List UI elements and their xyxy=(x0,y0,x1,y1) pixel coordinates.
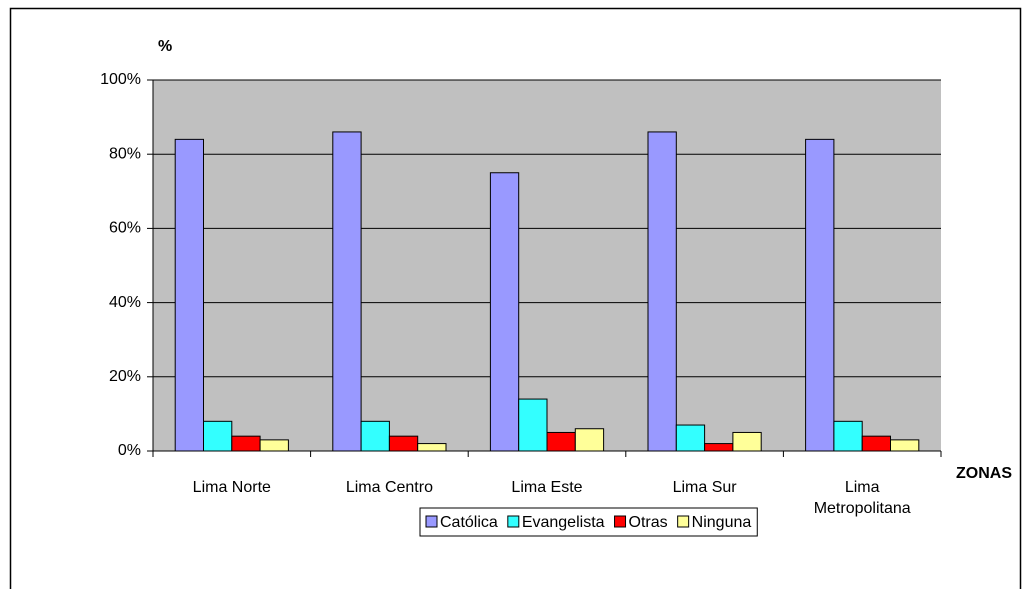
legend-label: Evangelista xyxy=(522,514,605,531)
bar xyxy=(417,443,447,452)
y-tick-label: 40% xyxy=(109,294,141,311)
bar xyxy=(833,420,863,452)
bar xyxy=(518,398,548,452)
bar xyxy=(489,172,520,452)
x-tick-label: Lima Este xyxy=(511,479,583,496)
legend-swatch xyxy=(614,515,627,528)
bar xyxy=(890,439,920,452)
x-axis-label: ZONAS xyxy=(956,465,1012,482)
x-tick-label-box: Lima Sur xyxy=(672,479,737,496)
bar xyxy=(675,424,706,452)
chart-frame xyxy=(9,7,1022,589)
bar xyxy=(805,138,835,452)
bar xyxy=(732,431,762,452)
y-tick-label: 100% xyxy=(100,71,141,88)
y-tick-label: 0% xyxy=(118,442,141,459)
x-tick-label-box: Lima Centro xyxy=(345,479,433,496)
legend-box xyxy=(419,507,758,537)
y-tick-label: 20% xyxy=(109,368,141,385)
bar xyxy=(231,435,261,452)
legend-swatch xyxy=(425,515,438,528)
bar xyxy=(704,443,734,452)
legend-label: Ninguna xyxy=(692,514,752,531)
x-tick-label: Lima Metropolitana xyxy=(813,479,911,517)
y-axis-label: % xyxy=(158,38,172,55)
legend-swatch xyxy=(507,515,520,528)
legend-label: Otras xyxy=(629,514,668,531)
x-tick-label-box: Lima Norte xyxy=(192,479,271,496)
x-tick-label-box: Lima Metropolitana xyxy=(813,479,911,517)
bar xyxy=(332,131,362,452)
bar xyxy=(203,420,233,452)
bar xyxy=(259,439,289,452)
bar xyxy=(574,428,605,452)
y-tick-label: 80% xyxy=(109,145,141,162)
bar xyxy=(388,435,419,452)
bar xyxy=(861,435,892,452)
legend-swatch xyxy=(677,515,690,528)
x-tick-label-box: Lima Este xyxy=(511,479,583,496)
x-tick-label: Lima Sur xyxy=(672,479,737,496)
x-tick-label: Lima Norte xyxy=(192,479,271,496)
x-tick-label: Lima Centro xyxy=(345,479,433,496)
bar xyxy=(360,420,390,452)
y-tick-label: 60% xyxy=(109,220,141,237)
bar xyxy=(546,431,576,452)
bar xyxy=(174,138,204,452)
bar xyxy=(647,131,677,452)
legend-label: Católica xyxy=(440,514,498,531)
